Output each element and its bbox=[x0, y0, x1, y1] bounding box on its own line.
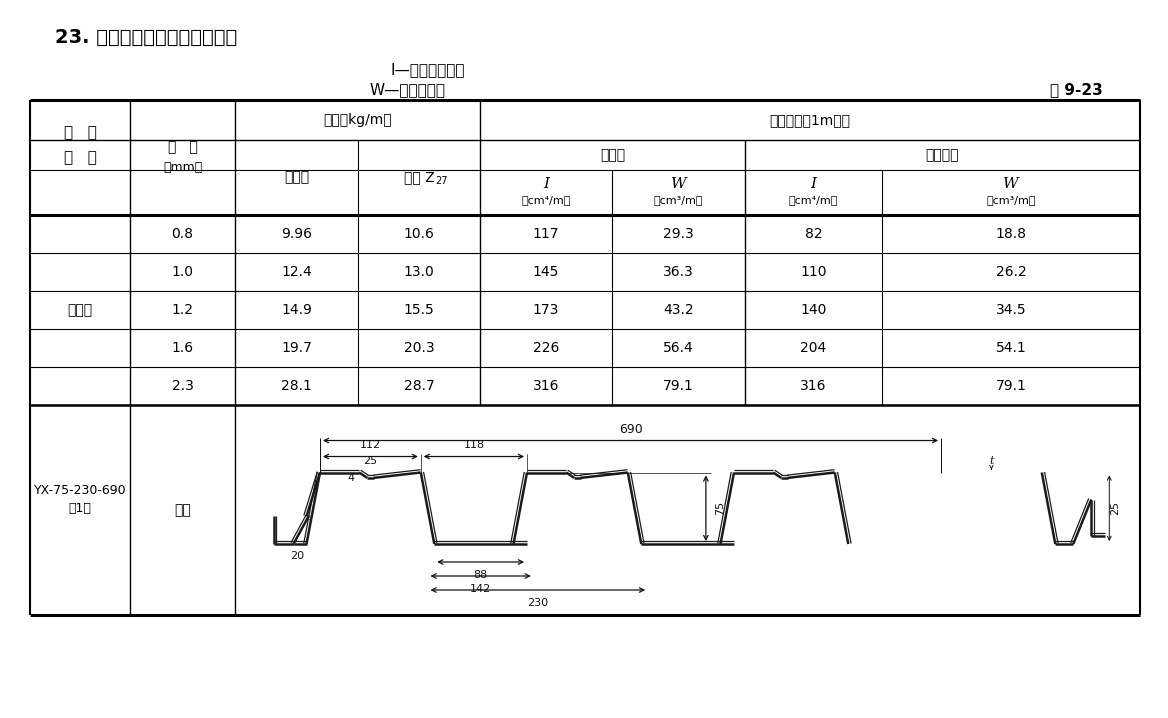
Text: 145: 145 bbox=[533, 265, 559, 279]
Text: 1.2: 1.2 bbox=[172, 303, 194, 317]
Text: 2.3: 2.3 bbox=[172, 379, 194, 393]
Text: 全截面: 全截面 bbox=[600, 148, 625, 162]
Text: 112: 112 bbox=[360, 441, 381, 450]
Text: 34.5: 34.5 bbox=[995, 303, 1027, 317]
Text: 20: 20 bbox=[291, 551, 305, 561]
Text: 25: 25 bbox=[363, 455, 377, 465]
Text: 23. 压型钢板规格及截面特性表: 23. 压型钢板规格及截面特性表 bbox=[55, 28, 237, 47]
Text: I: I bbox=[543, 177, 549, 192]
Text: 有效宽度: 有效宽度 bbox=[926, 148, 959, 162]
Text: 12.4: 12.4 bbox=[281, 265, 312, 279]
Text: 28.7: 28.7 bbox=[404, 379, 434, 393]
Text: 117: 117 bbox=[533, 227, 559, 241]
Text: 0.8: 0.8 bbox=[172, 227, 194, 241]
Text: 79.1: 79.1 bbox=[995, 379, 1027, 393]
Text: 54.1: 54.1 bbox=[995, 341, 1027, 355]
Text: W: W bbox=[1003, 177, 1018, 192]
Text: 316: 316 bbox=[800, 379, 827, 393]
Text: 118: 118 bbox=[464, 441, 485, 450]
Text: 型   号: 型 号 bbox=[63, 150, 97, 165]
Text: 88: 88 bbox=[473, 570, 488, 580]
Text: YX-75-230-690: YX-75-230-690 bbox=[34, 483, 126, 497]
Text: I: I bbox=[811, 177, 816, 192]
Text: 20.3: 20.3 bbox=[404, 341, 434, 355]
Text: （cm³/m）: （cm³/m） bbox=[654, 195, 703, 205]
Text: （cm³/m）: （cm³/m） bbox=[986, 195, 1036, 205]
Text: I—截面惯性矩；: I—截面惯性矩； bbox=[390, 62, 465, 77]
Text: 82: 82 bbox=[805, 227, 822, 241]
Text: 690: 690 bbox=[619, 423, 642, 436]
Text: 板   厚: 板 厚 bbox=[167, 141, 197, 154]
Text: 29.3: 29.3 bbox=[663, 227, 694, 241]
Text: 截面特性（1m宽）: 截面特性（1m宽） bbox=[770, 113, 850, 127]
Text: 特征值: 特征值 bbox=[68, 303, 92, 317]
Text: 型   号: 型 号 bbox=[63, 125, 97, 140]
Text: 230: 230 bbox=[527, 598, 548, 608]
Text: 26.2: 26.2 bbox=[995, 265, 1027, 279]
Text: 10.6: 10.6 bbox=[404, 227, 434, 241]
Text: 28.1: 28.1 bbox=[281, 379, 312, 393]
Text: 27: 27 bbox=[434, 177, 447, 187]
Text: （cm⁴/m）: （cm⁴/m） bbox=[521, 195, 571, 205]
Text: W—截面模量。: W—截面模量。 bbox=[370, 82, 446, 97]
Text: 56.4: 56.4 bbox=[663, 341, 694, 355]
Text: 18.8: 18.8 bbox=[995, 227, 1027, 241]
Text: W: W bbox=[670, 177, 687, 192]
Text: 110: 110 bbox=[800, 265, 827, 279]
Text: 镀锌 Z: 镀锌 Z bbox=[404, 170, 434, 185]
Text: （cm⁴/m）: （cm⁴/m） bbox=[788, 195, 839, 205]
Text: 表 9-23: 表 9-23 bbox=[1050, 82, 1103, 97]
Text: 140: 140 bbox=[800, 303, 827, 317]
Text: 226: 226 bbox=[533, 341, 559, 355]
Text: 19.7: 19.7 bbox=[281, 341, 312, 355]
Text: 25: 25 bbox=[1111, 501, 1120, 516]
Text: 重量（kg/m）: 重量（kg/m） bbox=[324, 113, 391, 127]
Text: 204: 204 bbox=[800, 341, 827, 355]
Text: （1）: （1） bbox=[69, 501, 91, 515]
Text: 75: 75 bbox=[715, 501, 725, 516]
Text: 43.2: 43.2 bbox=[663, 303, 694, 317]
Text: 9.96: 9.96 bbox=[281, 227, 312, 241]
Text: （mm）: （mm） bbox=[162, 161, 202, 174]
Text: 14.9: 14.9 bbox=[281, 303, 312, 317]
Text: 1.0: 1.0 bbox=[172, 265, 194, 279]
Text: 未镀锌: 未镀锌 bbox=[284, 170, 310, 185]
Text: 36.3: 36.3 bbox=[663, 265, 694, 279]
Text: 142: 142 bbox=[470, 584, 492, 594]
Text: 1.6: 1.6 bbox=[172, 341, 194, 355]
Text: 79.1: 79.1 bbox=[663, 379, 694, 393]
Text: 13.0: 13.0 bbox=[404, 265, 434, 279]
Text: 173: 173 bbox=[533, 303, 559, 317]
Text: 板型: 板型 bbox=[174, 503, 190, 517]
Text: 316: 316 bbox=[533, 379, 559, 393]
Text: t: t bbox=[989, 455, 994, 465]
Text: 15.5: 15.5 bbox=[404, 303, 434, 317]
Text: 4: 4 bbox=[348, 473, 355, 483]
